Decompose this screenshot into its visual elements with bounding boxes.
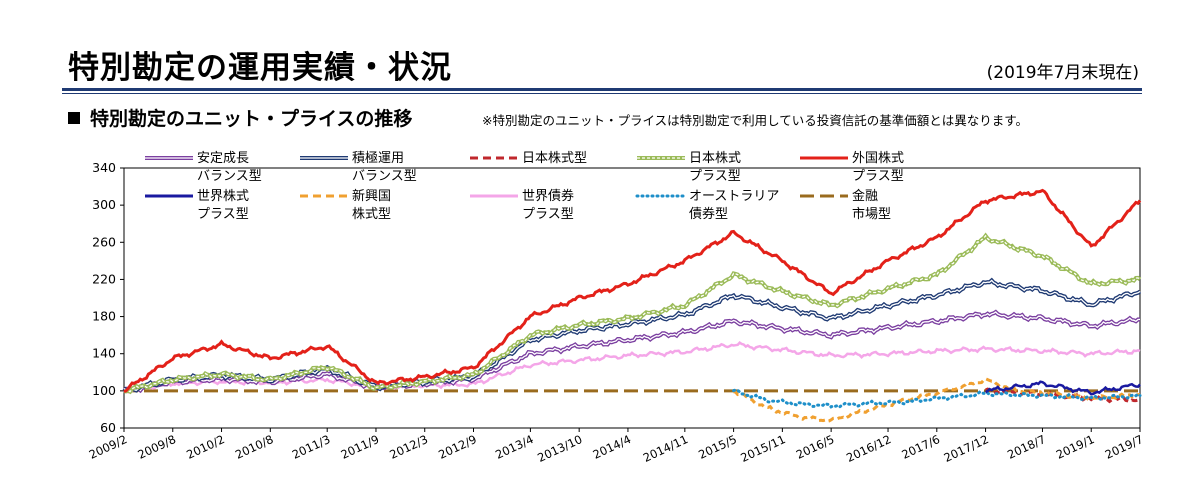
x-tick-label: 2018/7 bbox=[1005, 432, 1048, 462]
legend-label: オーストラリア債券型 bbox=[689, 189, 779, 222]
series-line-1 bbox=[122, 277, 1142, 393]
legend-label: 安定成長バランス型 bbox=[197, 151, 262, 184]
x-tick-label: 2010/8 bbox=[233, 432, 276, 462]
series-line-4 bbox=[123, 188, 1142, 394]
x-tick-label: 2017/6 bbox=[899, 432, 942, 462]
x-tick-label: 2016/5 bbox=[794, 432, 837, 462]
series-line-2 bbox=[984, 387, 1140, 404]
legend-label: 外国株式プラス型 bbox=[852, 151, 904, 184]
header-rule bbox=[62, 88, 1142, 91]
x-tick-label: 2019/1 bbox=[1054, 432, 1097, 462]
x-tick-label: 2011/3 bbox=[290, 432, 333, 462]
section-note: ※特別勘定のユニット・プライスは特別勘定で利用している投資信託の基準価額とは異な… bbox=[482, 113, 1028, 128]
y-tick-label: 300 bbox=[92, 197, 116, 212]
legend-label: 金融市場型 bbox=[852, 188, 891, 222]
series-line-6 bbox=[733, 376, 1140, 423]
x-tick-label: 2011/9 bbox=[339, 432, 382, 462]
y-tick-label: 260 bbox=[92, 234, 116, 249]
x-tick-label: 2016/12 bbox=[844, 432, 893, 465]
x-tick-label: 2015/5 bbox=[696, 432, 739, 462]
x-tick-label: 2009/2 bbox=[87, 432, 130, 462]
plot-area bbox=[123, 167, 1141, 429]
x-tick-label: 2019/7 bbox=[1103, 432, 1146, 462]
x-tick-label: 2014/4 bbox=[591, 432, 634, 462]
x-tick-label: 2013/10 bbox=[535, 432, 584, 465]
section-title: 特別勘定のユニット・プライスの推移 bbox=[90, 108, 413, 130]
page-title: 特別勘定の運用実績・状況 bbox=[68, 50, 452, 86]
y-tick-label: 100 bbox=[92, 383, 116, 398]
y-tick-label: 180 bbox=[92, 309, 116, 324]
x-tick-label: 2012/9 bbox=[436, 432, 479, 462]
x-tick-label: 2015/11 bbox=[738, 432, 787, 465]
y-tick-label: 340 bbox=[92, 160, 116, 175]
legend-label: 日本株式型 bbox=[522, 151, 587, 166]
x-tick-label: 2012/3 bbox=[387, 432, 430, 462]
legend-label: 積極運用バランス型 bbox=[352, 150, 417, 184]
series-line-1-inner bbox=[123, 279, 1141, 392]
x-tick-label: 2009/8 bbox=[135, 432, 178, 462]
y-tick-label: 220 bbox=[92, 271, 116, 286]
x-tick-label: 2014/11 bbox=[641, 432, 690, 465]
legend-label: 世界株式プラス型 bbox=[197, 189, 249, 222]
x-tick-label: 2017/12 bbox=[942, 432, 991, 465]
legend-label: 日本株式プラス型 bbox=[689, 151, 741, 184]
header-rule-thin bbox=[62, 93, 1142, 94]
legend-label: 新興国株式型 bbox=[352, 188, 391, 222]
y-tick-label: 140 bbox=[92, 346, 116, 361]
x-tick-label: 2010/2 bbox=[184, 432, 227, 462]
series-line-7 bbox=[123, 340, 1141, 394]
series-line-3-inner bbox=[123, 234, 1141, 393]
series-line-5 bbox=[984, 380, 1141, 396]
section-square-icon bbox=[68, 112, 80, 124]
series-line-0-inner bbox=[123, 311, 1141, 392]
x-tick-label: 2013/4 bbox=[493, 432, 536, 462]
y-tick-label: 60 bbox=[100, 420, 116, 435]
as-of-date: (2019年7月末現在) bbox=[986, 63, 1139, 83]
legend-label: 世界債券プラス型 bbox=[522, 188, 574, 222]
series-line-8 bbox=[732, 388, 1142, 409]
